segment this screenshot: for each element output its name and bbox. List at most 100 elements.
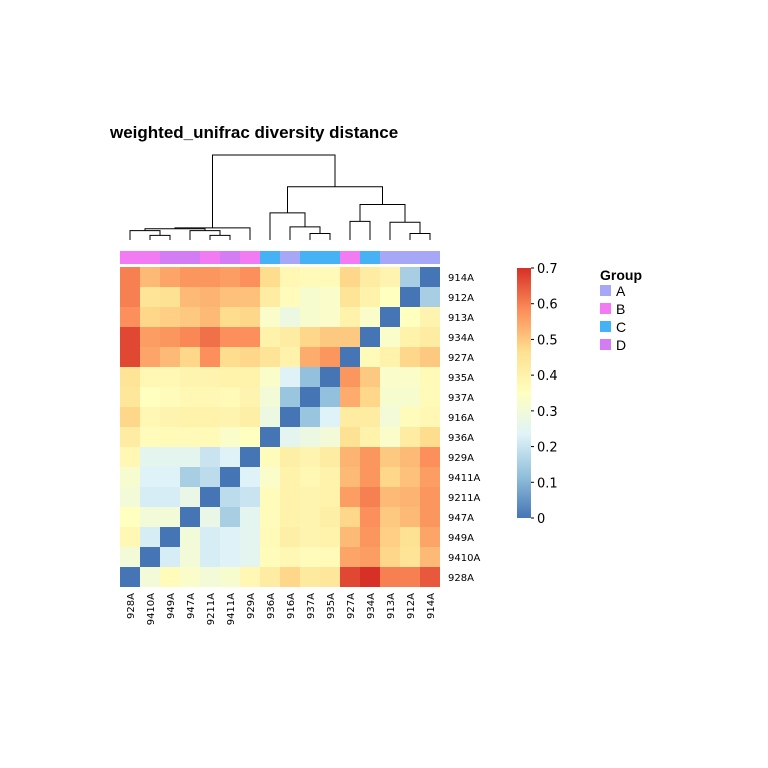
heatmap-cell bbox=[220, 387, 240, 407]
group-annotation-cell bbox=[260, 251, 280, 264]
heatmap-cell bbox=[400, 507, 420, 527]
color-scale-bar: 0 0.1 0.2 0.3 0.4 0.5 0.6 0.7 bbox=[517, 262, 558, 527]
heatmap-cell bbox=[340, 347, 360, 367]
heatmap-cell bbox=[340, 287, 360, 307]
row-label: 916A bbox=[448, 413, 474, 424]
heatmap-cell bbox=[400, 327, 420, 347]
heatmap-cell bbox=[200, 367, 220, 387]
heatmap-cell bbox=[180, 527, 200, 547]
heatmap-cell bbox=[320, 407, 340, 427]
heatmap-cell bbox=[180, 287, 200, 307]
row-label: 9411A bbox=[448, 473, 480, 484]
heatmap-cell bbox=[400, 467, 420, 487]
row-label: 934A bbox=[448, 333, 474, 344]
heatmap-cell bbox=[400, 407, 420, 427]
heatmap-cell bbox=[180, 547, 200, 567]
heatmap-cell bbox=[260, 487, 280, 507]
heatmap-cell bbox=[280, 347, 300, 367]
heatmap-cell bbox=[200, 487, 220, 507]
column-dendrogram bbox=[129, 154, 431, 240]
group-annotation-cell bbox=[360, 251, 380, 264]
row-label: 914A bbox=[448, 273, 474, 284]
heatmap-cell bbox=[240, 347, 260, 367]
heatmap-cell bbox=[160, 527, 180, 547]
heatmap-cell bbox=[160, 307, 180, 327]
heatmap-cell bbox=[400, 567, 420, 587]
heatmap-cell bbox=[320, 547, 340, 567]
heatmap-cell bbox=[120, 447, 140, 467]
group-annotation-cell bbox=[120, 251, 140, 264]
dendrogram-branch bbox=[389, 221, 421, 240]
heatmap-cell bbox=[340, 367, 360, 387]
heatmap-cell bbox=[360, 567, 380, 587]
heatmap-cell bbox=[140, 547, 160, 567]
heatmap-cell bbox=[340, 387, 360, 407]
heatmap-cell bbox=[120, 407, 140, 427]
heatmap-cell bbox=[420, 307, 440, 327]
row-label: 949A bbox=[448, 533, 474, 544]
legend-label: B bbox=[616, 301, 625, 317]
heatmap-cell bbox=[240, 507, 260, 527]
color-scale-tick-label: 0 bbox=[537, 512, 545, 527]
heatmap-cell bbox=[420, 547, 440, 567]
heatmap-cell bbox=[400, 347, 420, 367]
heatmap-cell bbox=[280, 267, 300, 287]
heatmap-cell bbox=[360, 387, 380, 407]
heatmap-cell bbox=[160, 467, 180, 487]
heatmap-cell bbox=[140, 507, 160, 527]
heatmap-cell bbox=[220, 287, 240, 307]
heatmap-cell bbox=[420, 527, 440, 547]
heatmap-cell bbox=[380, 307, 400, 327]
heatmap-cell bbox=[400, 287, 420, 307]
heatmap-cell bbox=[420, 567, 440, 587]
heatmap-cell bbox=[180, 347, 200, 367]
heatmap-cell bbox=[240, 307, 260, 327]
heatmap-cell bbox=[120, 267, 140, 287]
heatmap-cell bbox=[140, 287, 160, 307]
heatmap-cell bbox=[140, 487, 160, 507]
heatmap-cell bbox=[260, 407, 280, 427]
heatmap-cell bbox=[120, 287, 140, 307]
heatmap-cell bbox=[420, 327, 440, 347]
group-annotation-cell bbox=[380, 251, 400, 264]
heatmap-cell bbox=[200, 427, 220, 447]
dendrogram-branch bbox=[209, 234, 231, 240]
heatmap-cell bbox=[180, 567, 200, 587]
legend-label: A bbox=[616, 283, 626, 299]
legend-swatch bbox=[600, 321, 611, 332]
heatmap-cell bbox=[340, 507, 360, 527]
column-label: 928A bbox=[126, 593, 137, 619]
heatmap-cell bbox=[320, 287, 340, 307]
heatmap-cell bbox=[340, 527, 360, 547]
heatmap-cell bbox=[140, 347, 160, 367]
dendrogram-branch bbox=[359, 204, 406, 223]
column-label: 934A bbox=[366, 593, 377, 619]
heatmap-cell bbox=[280, 307, 300, 327]
dendrogram-branch bbox=[149, 234, 171, 240]
row-label: 947A bbox=[448, 513, 474, 524]
heatmap-cell bbox=[240, 267, 260, 287]
heatmap-cell bbox=[360, 547, 380, 567]
heatmap-cell bbox=[160, 447, 180, 467]
heatmap-cell bbox=[280, 567, 300, 587]
heatmap-cell bbox=[220, 567, 240, 587]
heatmap-cell bbox=[200, 287, 220, 307]
heatmap-cell bbox=[240, 487, 260, 507]
heatmap-cell bbox=[260, 547, 280, 567]
column-label: 916A bbox=[286, 593, 297, 619]
color-scale-tick-label: 0.4 bbox=[537, 369, 558, 384]
dendrogram-branch bbox=[409, 232, 431, 240]
heatmap-cell bbox=[220, 347, 240, 367]
heatmap-cell bbox=[300, 267, 320, 287]
heatmap-cell bbox=[240, 367, 260, 387]
heatmap-cell bbox=[260, 347, 280, 367]
heatmap-cell bbox=[120, 327, 140, 347]
heatmap-cell bbox=[220, 467, 240, 487]
heatmap-cell bbox=[260, 267, 280, 287]
heatmap-cell bbox=[420, 267, 440, 287]
heatmap-cell bbox=[320, 447, 340, 467]
row-label: 913A bbox=[448, 313, 474, 324]
heatmap-cell bbox=[140, 527, 160, 547]
heatmap-cell bbox=[260, 367, 280, 387]
